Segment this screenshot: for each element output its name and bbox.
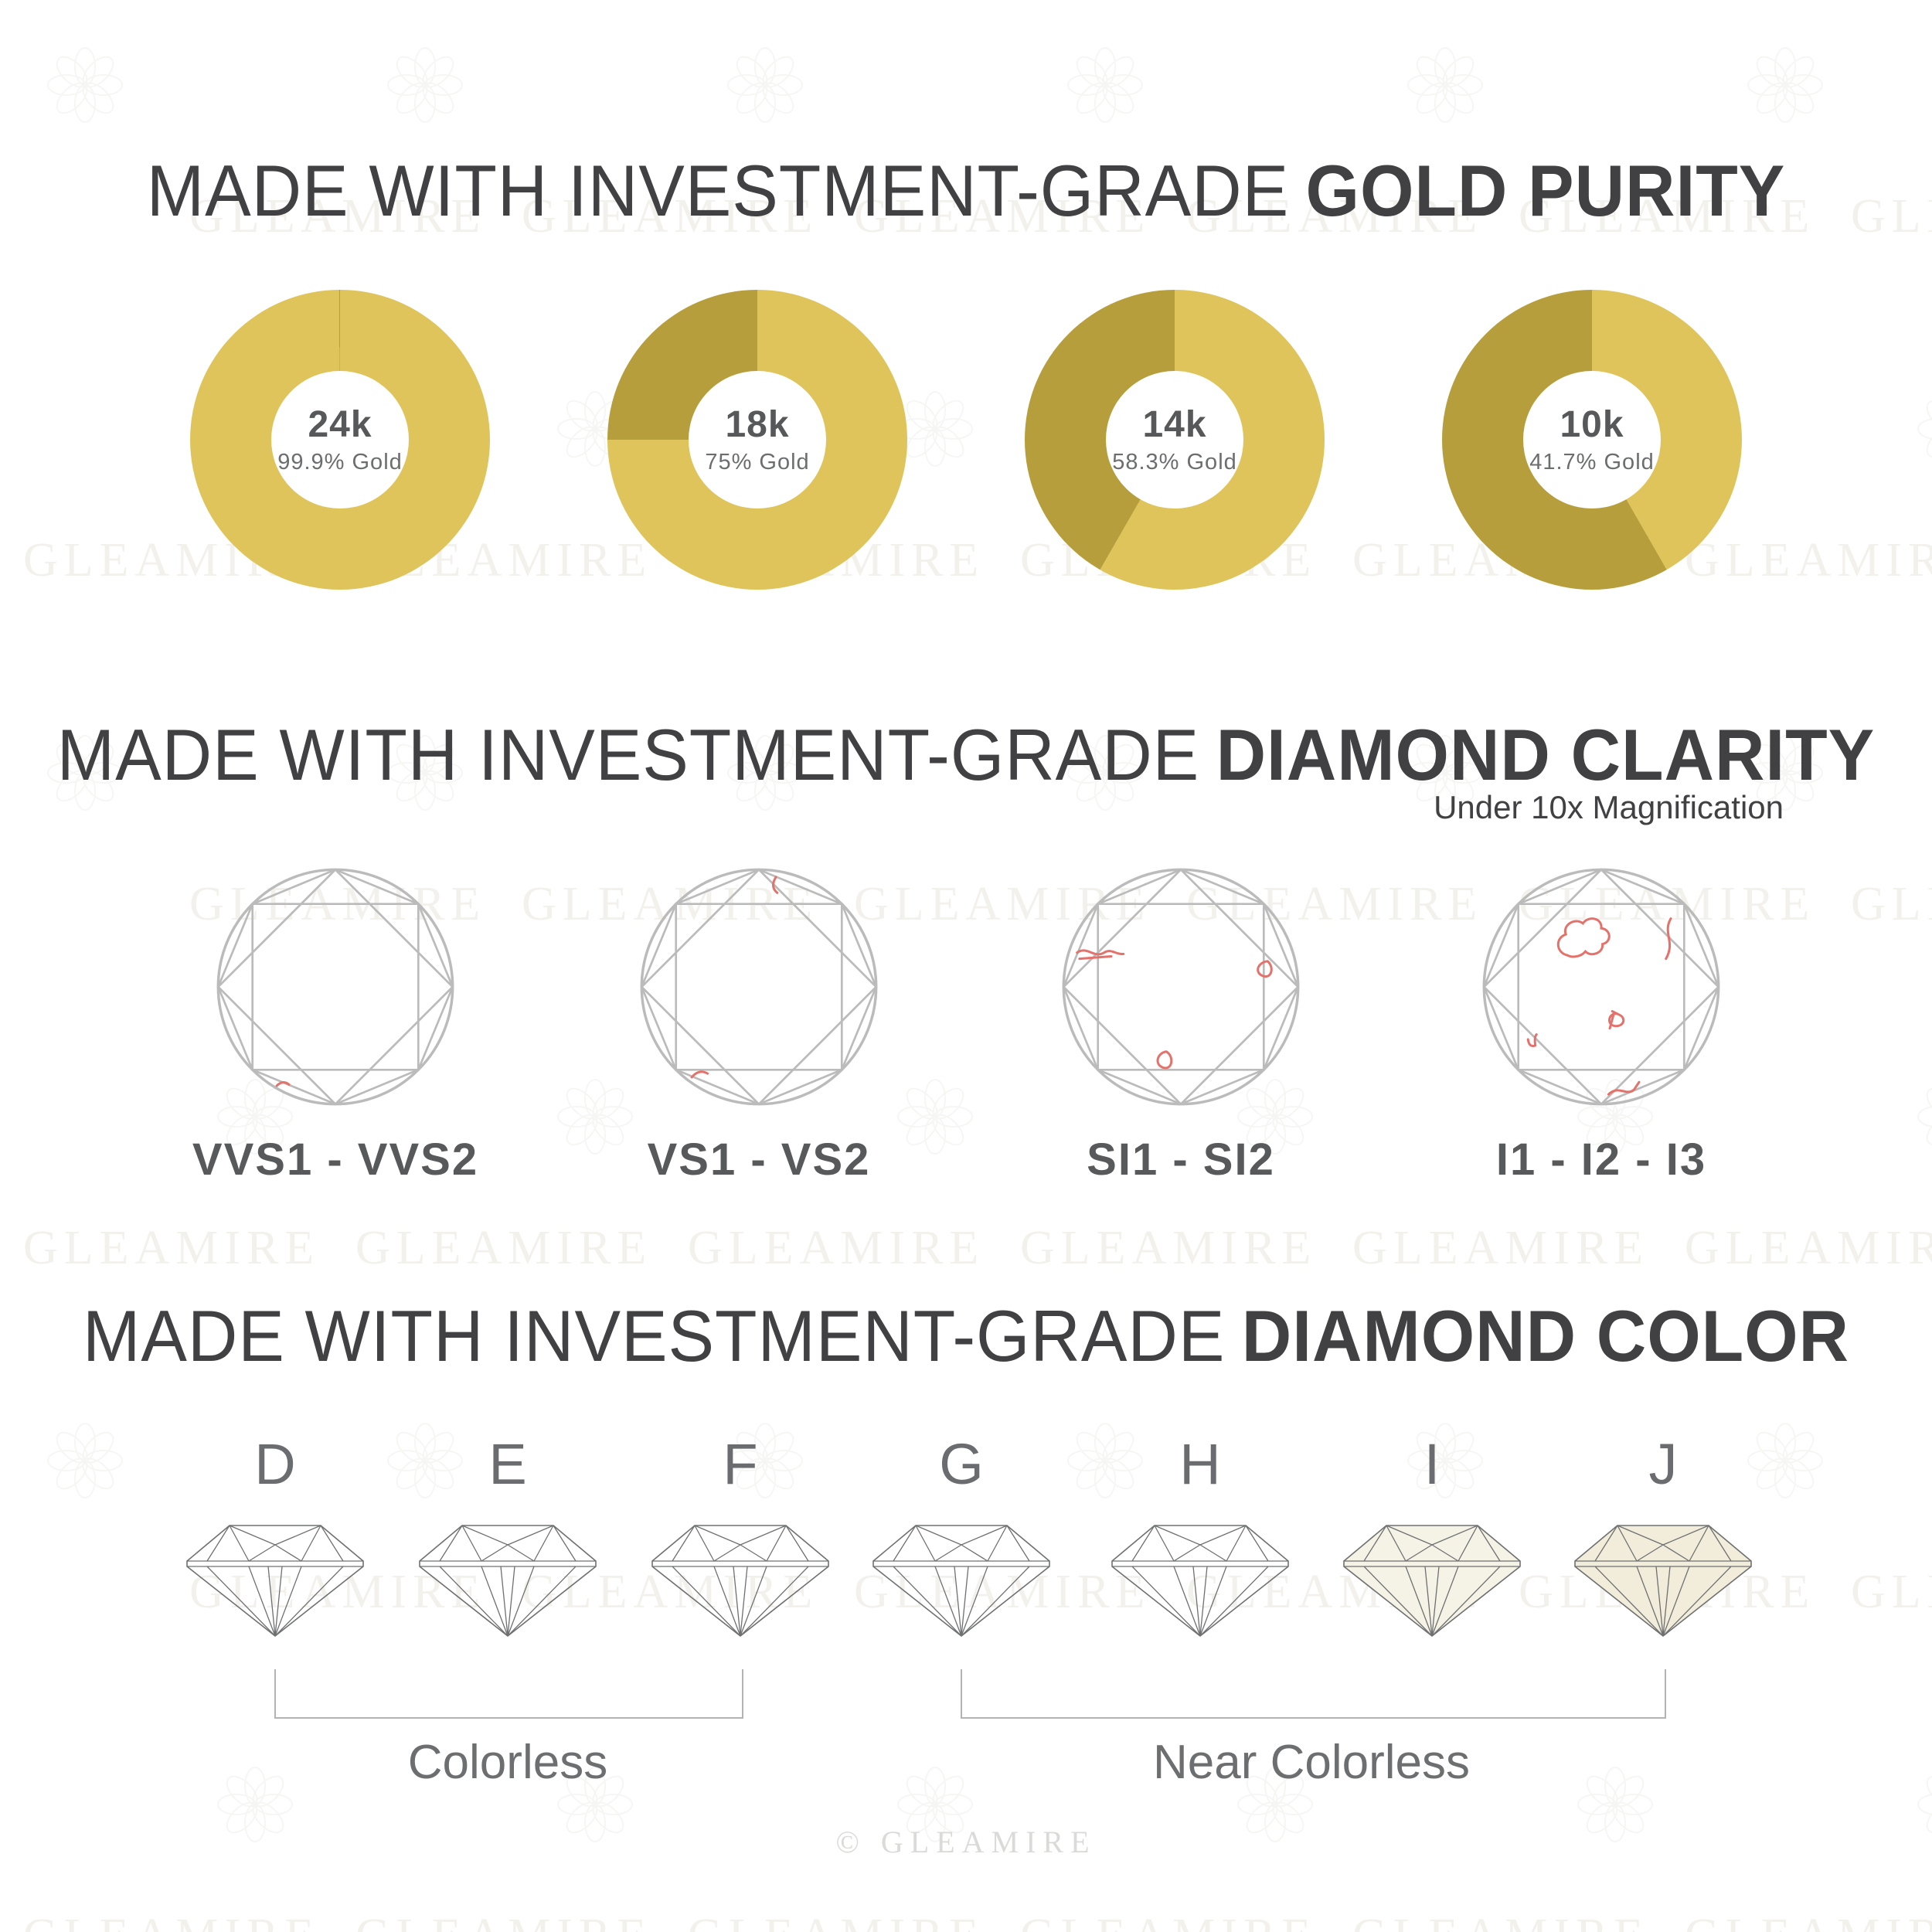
brand-rosette-watermark-icon [1406, 46, 1484, 128]
karat-label: 10k [1560, 403, 1624, 445]
brand-rosette-watermark-icon [726, 46, 804, 128]
brand-rosette-watermark-icon [46, 1422, 124, 1503]
donut-center: 14k 58.3% Gold [1106, 371, 1243, 509]
brand-watermark-text: GLEAMIRE [1851, 1566, 1932, 1618]
brand-watermark-text: GLEAMIRE [355, 1222, 653, 1274]
brand-rosette-watermark-icon [896, 390, 974, 471]
copyright-text: © GLEAMIRE [835, 1825, 1097, 1859]
color-diamond-side-view-I [1338, 1521, 1526, 1638]
gold-donut-10k: 10k 41.7% Gold [1442, 290, 1742, 590]
brand-watermark-text: GLEAMIRE [688, 1909, 985, 1932]
color-grade-letter: I [1423, 1432, 1440, 1496]
gold-donut-18k: 18k 75% Gold [607, 290, 907, 590]
colorless-bracket [274, 1669, 743, 1719]
clarity-grade-label: SI1 - SI2 [1087, 1134, 1275, 1185]
brand-watermark-text: GLEAMIRE [1851, 878, 1932, 930]
color-diamond-side-view-E [413, 1521, 602, 1638]
karat-label: 24k [308, 403, 372, 445]
donut-center: 10k 41.7% Gold [1523, 371, 1661, 509]
clarity-diamond-diagram-1 [213, 865, 457, 1113]
diamond-clarity-title-bold: DIAMOND CLARITY [1216, 714, 1876, 795]
brand-watermark-text: GLEAMIRE [355, 1909, 652, 1932]
brand-rosette-watermark-icon [1066, 46, 1144, 128]
karat-label: 14k [1142, 403, 1207, 445]
brand-watermark-text: GLEAMIRE [1020, 1909, 1317, 1932]
purity-label: 58.3% Gold [1112, 449, 1237, 474]
purity-label: 99.9% Gold [277, 449, 403, 474]
near-colorless-bracket [961, 1669, 1666, 1719]
brand-rosette-watermark-icon [1747, 1422, 1824, 1503]
color-diamond-side-view-H [1106, 1521, 1294, 1638]
brand-rosette-watermark-icon [1917, 1078, 1932, 1159]
diamond-color-title-bold: DIAMOND COLOR [1241, 1295, 1849, 1376]
gold-donut-14k: 14k 58.3% Gold [1025, 290, 1325, 590]
brand-watermark-text: GLEAMIRE [1685, 1222, 1932, 1274]
color-grade-letter: F [723, 1432, 758, 1496]
clarity-grade-label: VS1 - VS2 [647, 1134, 871, 1185]
brand-rosette-watermark-icon [1917, 390, 1932, 471]
donut-center: 24k 99.9% Gold [271, 371, 409, 509]
colorless-group-label: Colorless [407, 1736, 608, 1789]
purity-label: 75% Gold [705, 449, 810, 474]
color-grade-letter: G [939, 1432, 984, 1496]
purity-label: 41.7% Gold [1529, 449, 1655, 474]
clarity-diamond-diagram-2 [637, 865, 881, 1113]
clarity-diamond-diagram-4 [1479, 865, 1723, 1113]
clarity-subtitle: Under 10x Magnification [1434, 789, 1784, 825]
color-grade-letter: E [488, 1432, 527, 1496]
karat-label: 18k [725, 403, 790, 445]
color-diamond-side-view-F [646, 1521, 835, 1638]
clarity-grade-label: VVS1 - VVS2 [192, 1134, 479, 1185]
gold-purity-title-bold: GOLD PURITY [1305, 150, 1786, 231]
color-diamond-side-view-D [181, 1521, 369, 1638]
color-diamond-side-view-G [867, 1521, 1056, 1638]
color-grade-letter: H [1179, 1432, 1221, 1496]
brand-watermark-text: GLEAMIRE [1020, 1222, 1318, 1274]
donut-center: 18k 75% Gold [689, 371, 826, 509]
gold-purity-title-regular: MADE WITH INVESTMENT-GRADE [146, 150, 1290, 231]
brand-watermark-text: GLEAMIRE [1685, 1909, 1932, 1932]
color-diamond-side-view-J [1569, 1521, 1757, 1638]
diamond-color-title-regular: MADE WITH INVESTMENT-GRADE [82, 1295, 1226, 1376]
clarity-grade-label: I1 - I2 - I3 [1495, 1134, 1707, 1185]
color-grade-letter: J [1648, 1432, 1678, 1496]
brand-watermark-text: GLEAMIRE [1352, 1909, 1649, 1932]
brand-rosette-watermark-icon [1747, 46, 1824, 128]
brand-rosette-watermark-icon [386, 46, 464, 128]
diamond-clarity-title-regular: MADE WITH INVESTMENT-GRADE [56, 714, 1200, 795]
brand-watermark-text: GLEAMIRE [23, 1222, 321, 1274]
brand-watermark-text: GLEAMIRE [1352, 1222, 1650, 1274]
brand-watermark-text: GLEAMIRE [1685, 534, 1932, 587]
diamond-clarity-title: MADE WITH INVESTMENT-GRADE DIAMOND CLARIT… [49, 719, 1884, 791]
clarity-diamond-diagram-3 [1059, 865, 1303, 1113]
color-grade-letter: D [254, 1432, 296, 1496]
near-colorless-group-label: Near Colorless [1152, 1736, 1471, 1789]
brand-watermark-text: GLEAMIRE [688, 1222, 985, 1274]
brand-rosette-watermark-icon [46, 46, 124, 128]
gold-purity-title: MADE WITH INVESTMENT-GRADE GOLD PURITY [49, 155, 1884, 227]
brand-watermark-text: GLEAMIRE [23, 1909, 320, 1932]
gold-donut-24k: 24k 99.9% Gold [190, 290, 490, 590]
diamond-color-title: MADE WITH INVESTMENT-GRADE DIAMOND COLOR [49, 1300, 1884, 1372]
